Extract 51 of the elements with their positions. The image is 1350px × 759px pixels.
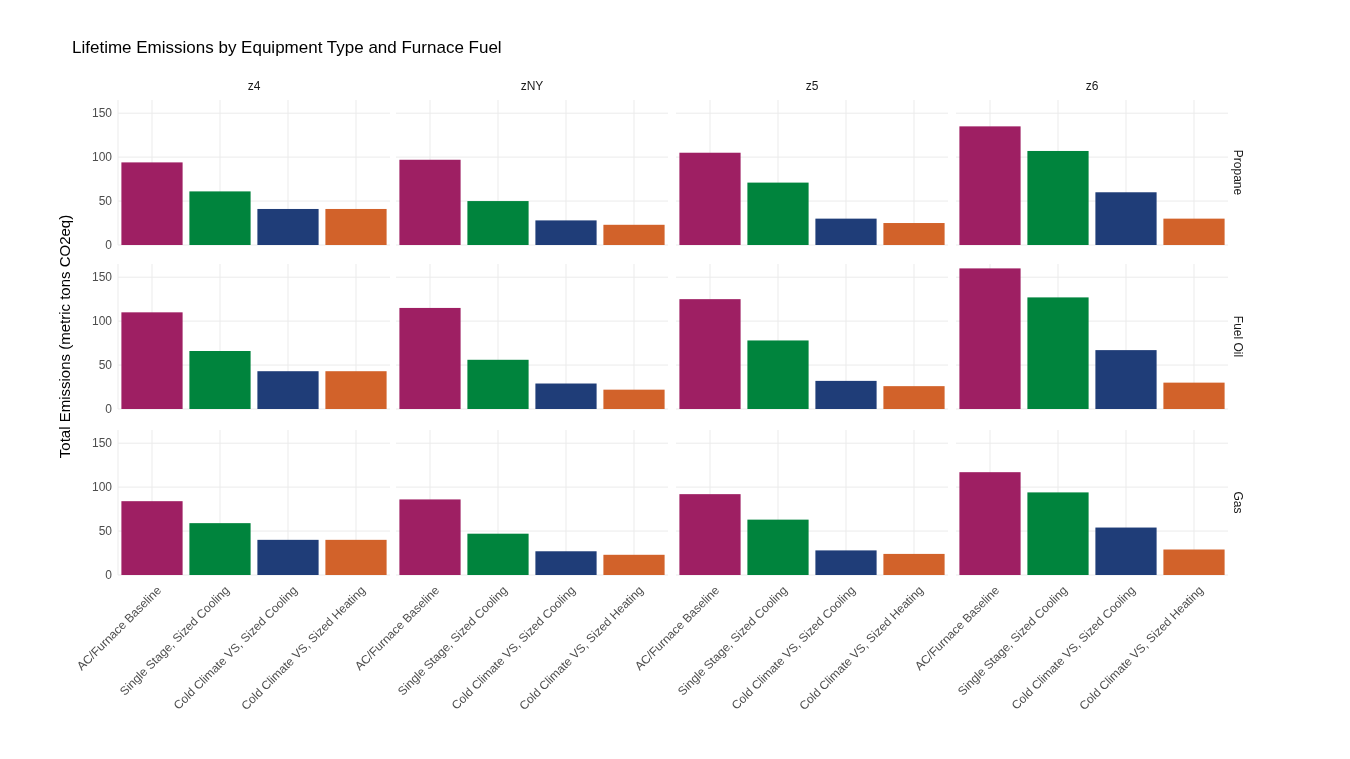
y-tick-label: 100 bbox=[91, 150, 113, 165]
bar bbox=[257, 539, 319, 575]
y-tick-label: 0 bbox=[105, 402, 113, 417]
text: zNY bbox=[520, 79, 544, 93]
y2-axis-title: Gas bbox=[1230, 491, 1245, 514]
bar bbox=[535, 220, 597, 245]
bar bbox=[257, 371, 319, 409]
y-tick-label: 50 bbox=[98, 194, 113, 209]
bar bbox=[815, 218, 877, 245]
bar bbox=[399, 307, 461, 409]
text: z4 bbox=[247, 79, 261, 93]
bar bbox=[1163, 382, 1225, 409]
bar bbox=[189, 191, 251, 245]
text: z5 bbox=[805, 79, 819, 93]
bar bbox=[467, 359, 529, 409]
chart-title: Lifetime Emissions by Equipment Type and Furnace Fuel bbox=[72, 38, 502, 57]
bar bbox=[1095, 350, 1157, 409]
y-tick-label: 0 bbox=[105, 238, 113, 253]
text: z6 bbox=[1085, 79, 1099, 93]
bar bbox=[1095, 527, 1157, 575]
y-tick-label: 150 bbox=[91, 106, 113, 121]
bar bbox=[399, 499, 461, 575]
y-tick-label: 100 bbox=[91, 480, 113, 495]
bar bbox=[747, 519, 809, 575]
bar bbox=[467, 533, 529, 575]
bar bbox=[189, 523, 251, 575]
bar bbox=[1027, 150, 1089, 245]
bar bbox=[747, 182, 809, 245]
y-tick-label: 150 bbox=[91, 436, 113, 451]
bar bbox=[1027, 297, 1089, 409]
y-axis-title: Total Emissions (metric tons CO2eq) bbox=[56, 214, 73, 459]
bar bbox=[189, 351, 251, 409]
bar bbox=[747, 340, 809, 409]
bar bbox=[399, 159, 461, 245]
bar bbox=[1163, 218, 1225, 245]
bar bbox=[535, 551, 597, 575]
bar bbox=[1163, 549, 1225, 575]
bar bbox=[1095, 192, 1157, 245]
y-tick-label: 0 bbox=[105, 568, 113, 583]
bar bbox=[1027, 492, 1089, 575]
y-tick-label: 50 bbox=[98, 524, 113, 539]
bar bbox=[815, 380, 877, 409]
y2-axis-title: Propane bbox=[1230, 149, 1245, 196]
bar bbox=[815, 550, 877, 575]
y-tick-label: 150 bbox=[91, 270, 113, 285]
y-tick-label: 50 bbox=[98, 358, 113, 373]
bar bbox=[467, 201, 529, 245]
bar bbox=[535, 383, 597, 409]
bar bbox=[257, 208, 319, 245]
y2-axis-title: Fuel Oil bbox=[1230, 315, 1245, 358]
y-tick-label: 100 bbox=[91, 314, 113, 329]
